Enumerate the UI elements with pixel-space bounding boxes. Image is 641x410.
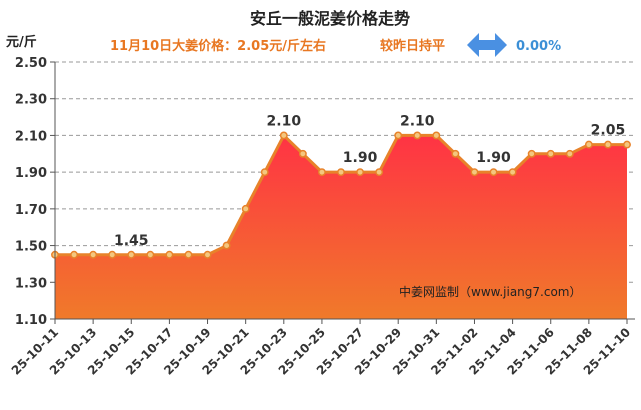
data-point: [260, 168, 269, 177]
data-point: [603, 140, 612, 149]
y-tick-label: 1.50: [15, 240, 47, 255]
compare-subtitle: 较昨日持平: [380, 38, 445, 54]
data-labels: 1.45 2.10 1.90 2.10 1.90 2.05: [114, 113, 625, 248]
data-point: [451, 149, 460, 158]
data-point: [222, 241, 231, 250]
data-point: [394, 131, 403, 140]
y-tick-label: 1.90: [15, 166, 47, 181]
y-tick-label: 1.30: [15, 276, 47, 291]
data-label: 2.10: [400, 113, 435, 129]
y-axis-ticks: 1.10 1.30 1.50 1.70 1.90 2.10 2.30 2.50: [15, 56, 55, 328]
y-tick-label: 1.10: [15, 313, 47, 328]
y-tick-label: 2.30: [15, 93, 47, 108]
data-label: 1.90: [476, 150, 511, 166]
data-point: [337, 168, 345, 177]
data-point: [432, 131, 441, 140]
data-point: [70, 250, 79, 259]
data-point: [184, 250, 193, 259]
data-point: [165, 250, 174, 259]
data-label: 1.45: [114, 233, 149, 249]
data-point: [546, 149, 555, 158]
data-point: [108, 250, 117, 259]
data-point: [470, 168, 479, 177]
y-axis-unit: 元/斤: [6, 34, 37, 50]
data-point: [279, 131, 288, 140]
data-point: [241, 204, 250, 213]
data-point: [356, 168, 365, 177]
y-tick-label: 1.70: [15, 203, 47, 218]
data-label: 2.10: [267, 113, 302, 129]
double-arrow-icon: [467, 33, 507, 57]
data-point: [298, 149, 307, 158]
price-area: [55, 135, 627, 319]
data-point: [146, 250, 155, 259]
price-markers: [51, 131, 631, 259]
data-point: [89, 250, 98, 259]
data-point: [127, 250, 136, 259]
data-point: [623, 140, 631, 149]
data-point: [375, 168, 384, 177]
data-label: 2.05: [591, 123, 626, 139]
data-point: [203, 250, 212, 259]
y-tick-label: 2.50: [15, 56, 47, 71]
data-point: [489, 168, 498, 177]
change-percent: 0.00%: [516, 39, 561, 54]
data-point: [413, 131, 422, 140]
chart-title: 安丘一般泥姜价格走势: [250, 9, 410, 28]
price-subtitle: 11月10日大姜价格：2.05元/斤左右: [110, 38, 326, 54]
data-point: [508, 168, 517, 177]
data-point: [317, 168, 326, 177]
data-point: [565, 149, 574, 158]
x-axis-ticks: 25-10-1125-10-1325-10-1525-10-1725-10-19…: [9, 319, 633, 378]
data-point: [584, 140, 593, 149]
data-label: 1.90: [343, 150, 378, 166]
y-tick-label: 2.10: [15, 129, 47, 144]
data-point: [527, 149, 536, 158]
watermark-text: 中姜网监制（www.jiang7.com）: [399, 284, 581, 299]
